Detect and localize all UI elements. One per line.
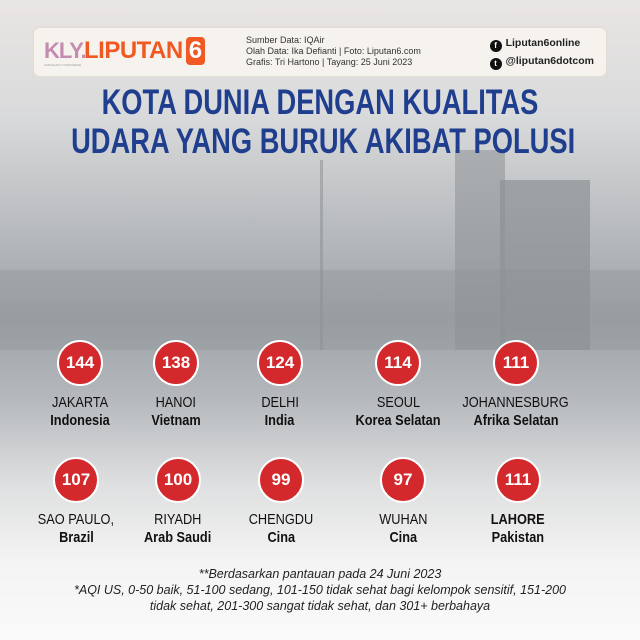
aqi-badge: 144: [57, 340, 103, 386]
country-name-text: Brazil: [58, 529, 94, 546]
city-name-text: DELHI: [261, 394, 299, 411]
credits: Sumber Data: IQAir Olah Data: Ika Defian…: [246, 35, 421, 68]
city-item: 138 HANOI Vietnam: [106, 340, 246, 430]
graphics-credit: Grafis: Tri Hartono | Tayang: 25 Juni 20…: [246, 57, 413, 67]
city-item: 124 DELHI India: [210, 340, 350, 430]
city-name: JOHANNESBURG: [446, 394, 586, 412]
aqi-badge: 111: [493, 340, 539, 386]
city-name-text: JAKARTA: [51, 394, 109, 411]
facebook-handle: Liputan6online: [505, 37, 581, 49]
aqi-badge: 114: [375, 340, 421, 386]
aqi-badge: 138: [153, 340, 199, 386]
city-name: WUHAN: [333, 511, 473, 529]
city-item: 111 JOHANNESBURG Afrika Selatan: [446, 340, 586, 430]
social-links: f Liputan6online t @liputan6dotcom: [489, 34, 594, 70]
facebook-link[interactable]: f Liputan6online: [489, 34, 594, 52]
background-building: [500, 180, 590, 350]
country-name-text: Cina: [267, 529, 295, 546]
title-text: UDARA YANG BURUK AKIBAT POLUSI: [71, 122, 576, 161]
background-city: [0, 270, 640, 350]
liputan-text: LIPUTAN: [84, 37, 183, 64]
aqi-badge: 107: [53, 457, 99, 503]
city-name-text: SAO PAULO,: [37, 511, 115, 528]
background-tower: [320, 160, 323, 350]
city-name-text: RIYADH: [154, 511, 202, 528]
title-line-2: UDARA YANG BURUK AKIBAT POLUSI: [0, 123, 640, 161]
aqi-badge: 99: [258, 457, 304, 503]
kly-logo-sub: KAPANLAGI YOUNIVERSE: [44, 63, 82, 67]
liputan-six: 6: [185, 37, 205, 65]
city-name-text: JOHANNESBURG: [462, 394, 570, 411]
facebook-icon: f: [489, 40, 502, 52]
country-name-text: Vietnam: [151, 412, 201, 429]
kly-logo: KLY.: [44, 38, 87, 63]
city-item: 99 CHENGDU Cina: [211, 457, 351, 547]
country-name-text: Korea Selatan: [355, 412, 441, 429]
city-name-text: HANOI: [155, 394, 197, 411]
city-name: JAKARTA: [10, 394, 150, 412]
city-name-text: WUHAN: [378, 511, 428, 528]
country-name-text: Cina: [389, 529, 417, 546]
background-building: [455, 150, 505, 350]
city-name-text: LAHORE: [491, 511, 545, 528]
city-name: CHENGDU: [211, 511, 351, 529]
source: Sumber Data: IQAir: [246, 35, 325, 45]
city-name: SEOUL: [328, 394, 468, 412]
country-name: Indonesia: [10, 412, 150, 430]
aqi-badge: 111: [495, 457, 541, 503]
country-name-text: Arab Saudi: [144, 529, 212, 546]
city-name: RIYADH: [108, 511, 248, 529]
city-name-text: CHENGDU: [248, 511, 314, 528]
country-name: Afrika Selatan: [446, 412, 586, 430]
country-name-text: India: [265, 412, 295, 429]
data-processing: Olah Data: Ika Defianti | Foto: Liputan6…: [246, 46, 421, 56]
country-name: India: [210, 412, 350, 430]
aqi-badge: 100: [155, 457, 201, 503]
city-name: LAHORE: [448, 511, 588, 529]
city-item: 97 WUHAN Cina: [333, 457, 473, 547]
country-name: Korea Selatan: [328, 412, 468, 430]
footnote-date: **Berdasarkan pantauan pada 24 Juni 2023: [198, 567, 442, 581]
country-name-text: Afrika Selatan: [473, 412, 559, 429]
country-name: Cina: [333, 529, 473, 547]
footnote-aqi-2: tidak sehat, 201-300 sangat tidak sehat,…: [149, 599, 491, 613]
twitter-link[interactable]: t @liputan6dotcom: [489, 52, 594, 70]
country-name: Cina: [211, 529, 351, 547]
city-name: DELHI: [210, 394, 350, 412]
city-item: 144 JAKARTA Indonesia: [10, 340, 150, 430]
country-name: Brazil: [6, 529, 146, 547]
city-name: HANOI: [106, 394, 246, 412]
footnote-aqi-1: *AQI US, 0-50 baik, 51-100 sedang, 101-1…: [74, 583, 566, 597]
header-bar: KLY. KAPANLAGI YOUNIVERSE LIPUTAN 6 Sumbe…: [34, 28, 606, 76]
title-text: KOTA DUNIA DENGAN KUALITAS: [101, 83, 539, 122]
country-name: Pakistan: [448, 529, 588, 547]
city-item: 100 RIYADH Arab Saudi: [108, 457, 248, 547]
city-name: SAO PAULO,: [6, 511, 146, 529]
twitter-icon: t: [489, 58, 502, 70]
aqi-badge: 97: [380, 457, 426, 503]
city-item: 114 SEOUL Korea Selatan: [328, 340, 468, 430]
country-name-text: Indonesia: [50, 412, 110, 429]
city-item: 111 LAHORE Pakistan: [448, 457, 588, 547]
aqi-badge: 124: [257, 340, 303, 386]
title-line-1: KOTA DUNIA DENGAN KUALITAS: [0, 84, 640, 122]
city-item: 107 SAO PAULO, Brazil: [6, 457, 146, 547]
twitter-handle: @liputan6dotcom: [505, 55, 594, 67]
country-name: Arab Saudi: [108, 529, 248, 547]
city-name-text: SEOUL: [376, 394, 420, 411]
country-name: Vietnam: [106, 412, 246, 430]
country-name-text: Pakistan: [491, 529, 545, 546]
liputan6-logo: LIPUTAN 6: [84, 37, 205, 65]
